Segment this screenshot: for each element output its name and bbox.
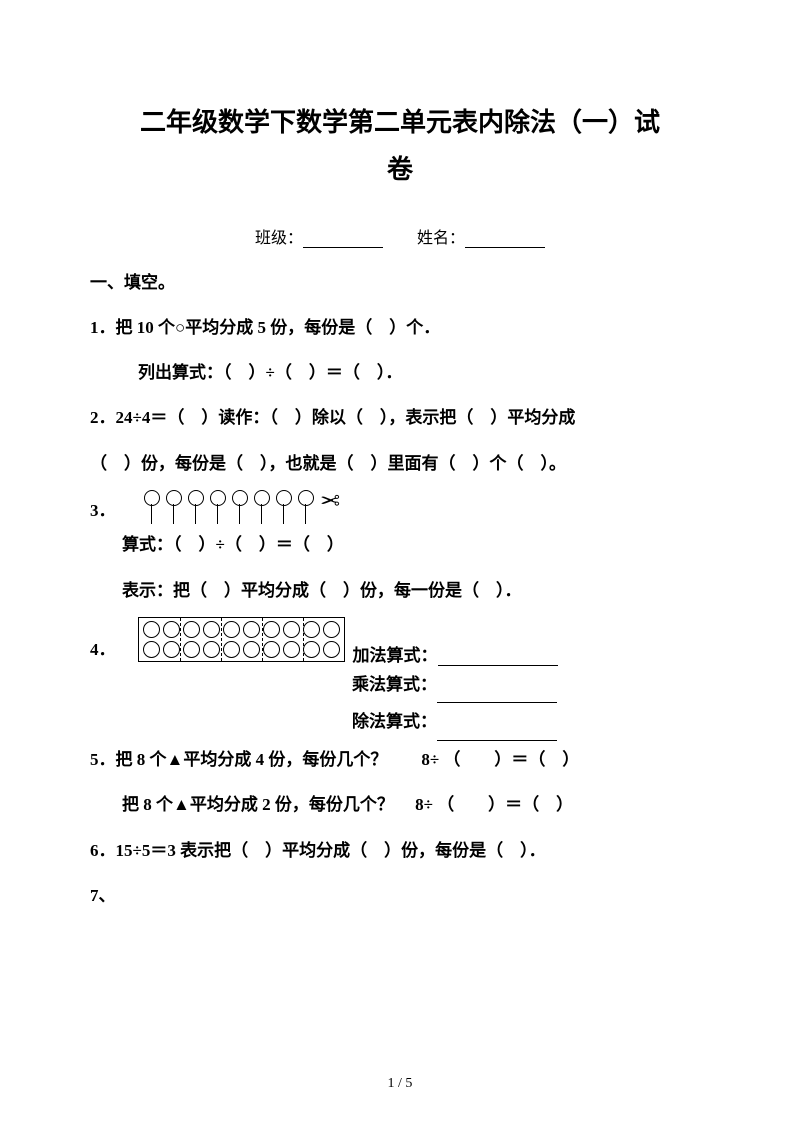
circle-icon (203, 641, 220, 658)
lollipop-icon (208, 490, 226, 526)
circles-diagram (138, 617, 345, 662)
circle-icon (163, 641, 180, 658)
multiplication-blank (437, 685, 557, 703)
circle-icon (283, 621, 300, 638)
class-blank (303, 230, 383, 248)
student-info-row: 班级： 姓名： (90, 224, 710, 248)
question-6: 6．15÷5＝3 表示把（ ）平均分成（ ）份，每份是（ ）． (90, 832, 710, 869)
question-3-line1: 算式：（ ）÷（ ）＝（ ） (90, 526, 710, 563)
lollipop-icon (186, 490, 204, 526)
section-1-title: 一、填空。 (90, 268, 710, 293)
circle-icon (263, 641, 280, 658)
name-blank (465, 230, 545, 248)
question-2-line1: 2．24÷4＝（ ）读作：（ ）除以（ ），表示把（ ）平均分成 (90, 399, 710, 436)
circle-icon (203, 621, 220, 638)
question-1: 1．把 10 个○平均分成 5 份，每份是（ ）个． (90, 309, 710, 346)
circle-icon (263, 621, 280, 638)
circle-icon (243, 641, 260, 658)
lollipop-icon (274, 490, 292, 526)
circle-icon (303, 621, 320, 638)
question-3-line2: 表示：把（ ）平均分成（ ）份，每一份是（ ）． (90, 572, 710, 609)
title-line2: 卷 (90, 147, 710, 194)
circle-icon (223, 641, 240, 658)
question-1-sub: 列出算式：（ ）÷（ ）＝（ ）． (90, 354, 710, 391)
circle-icon (323, 621, 340, 638)
scissors-icon: ✂ (320, 490, 340, 514)
lollipop-icon (164, 490, 182, 526)
exam-title: 二年级数学下数学第二单元表内除法（一）试 卷 (90, 100, 710, 194)
lollipop-icon (230, 490, 248, 526)
divider-line (180, 618, 181, 661)
division-blank (437, 723, 557, 741)
question-4-row: 4． 加法算式： (90, 617, 710, 666)
page-number: 1 / 5 (0, 1076, 800, 1092)
circle-icon (323, 641, 340, 658)
class-label: 班级： (255, 230, 303, 247)
divider-line (262, 618, 263, 661)
question-3-row: 3． ✂ (90, 490, 710, 526)
circle-icon (223, 621, 240, 638)
title-line1: 二年级数学下数学第二单元表内除法（一）试 (90, 100, 710, 147)
addition-blank (438, 648, 558, 666)
addition-label: 加法算式： (353, 641, 558, 666)
circle-icon (283, 641, 300, 658)
question-7: 7、 (90, 877, 710, 914)
lollipop-icon (252, 490, 270, 526)
question-5-line1: 5．把 8 个▲平均分成 4 份，每份几个？ 8÷ （ ）＝（ ） (90, 741, 710, 778)
divider-line (303, 618, 304, 661)
division-row: 除法算式： (90, 703, 710, 740)
lollipop-icon (142, 490, 160, 526)
lollipop-icon (296, 490, 314, 526)
multiplication-row: 乘法算式： (90, 666, 710, 703)
circle-icon (183, 621, 200, 638)
divider-line (221, 618, 222, 661)
circle-icon (303, 641, 320, 658)
lollipop-diagram: ✂ (142, 490, 340, 526)
question-3-number: 3． (90, 496, 116, 521)
question-5-line2: 把 8 个▲平均分成 2 份，每份几个？ 8÷ （ ）＝（ ） (90, 786, 710, 823)
question-4-number: 4． (90, 635, 116, 660)
circle-icon (143, 621, 160, 638)
question-2-line2: （ ）份，每份是（ ），也就是（ ）里面有（ ）个（ ）。 (90, 445, 710, 482)
circle-icon (243, 621, 260, 638)
circle-icon (163, 621, 180, 638)
name-label: 姓名： (417, 230, 465, 247)
circle-icon (143, 641, 160, 658)
circle-icon (183, 641, 200, 658)
